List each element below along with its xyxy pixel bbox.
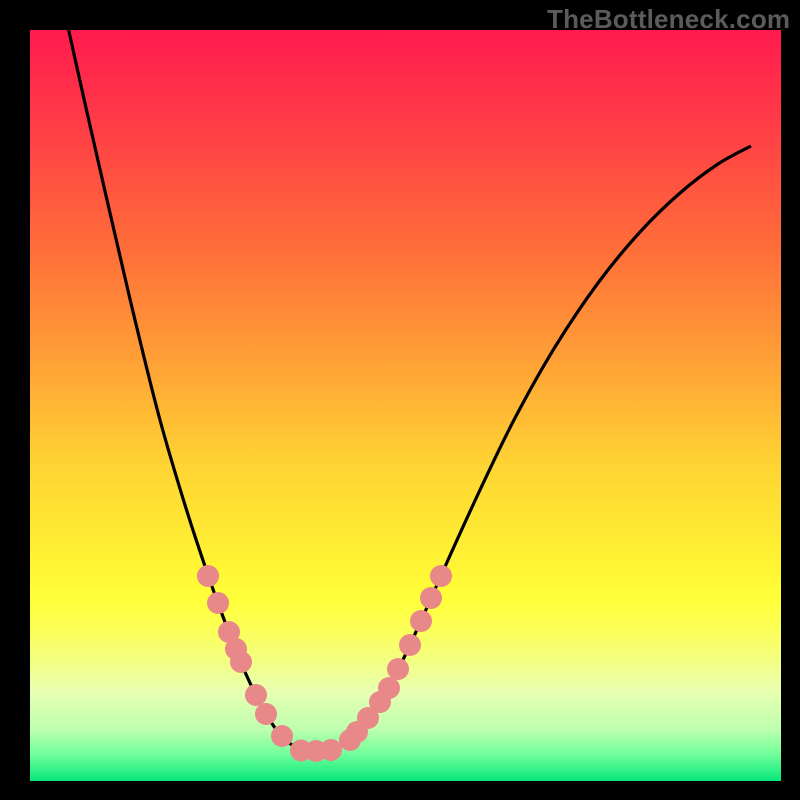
bottleneck-curve-chart [0,0,800,800]
data-marker [430,565,452,587]
data-marker [271,725,293,747]
chart-frame: TheBottleneck.com [0,0,800,800]
data-marker [245,684,267,706]
data-marker [378,677,400,699]
data-marker [320,739,342,761]
watermark-text: TheBottleneck.com [547,4,790,35]
data-marker [230,651,252,673]
data-marker [197,565,219,587]
data-marker [207,592,229,614]
data-marker [255,703,277,725]
data-marker [420,587,442,609]
data-marker [387,658,409,680]
data-marker [399,634,421,656]
data-marker [410,610,432,632]
